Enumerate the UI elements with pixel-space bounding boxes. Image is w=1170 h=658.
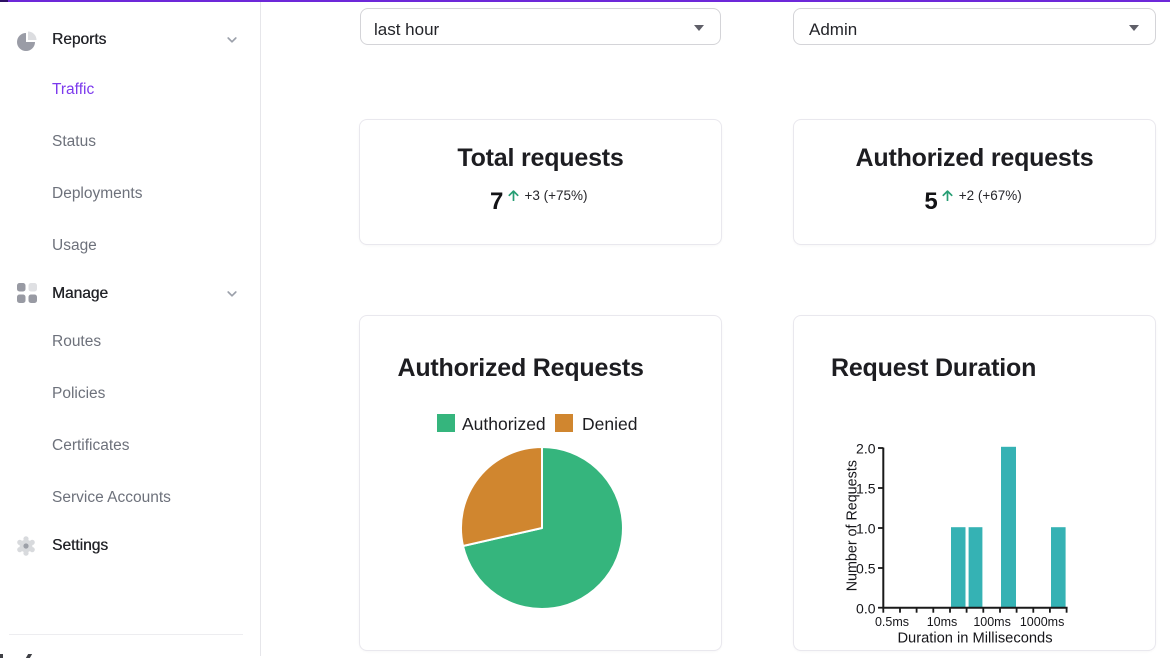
svg-text:Duration in Milliseconds: Duration in Milliseconds [897,631,1052,647]
svg-text:Number of Requests: Number of Requests [845,460,861,591]
svg-text:1.5: 1.5 [856,480,876,496]
svg-text:0.5: 0.5 [856,560,876,576]
svg-text:0.5ms: 0.5ms [875,615,909,629]
svg-text:1.0: 1.0 [856,520,876,536]
svg-text:10ms: 10ms [927,615,958,629]
svg-text:100ms: 100ms [973,615,1011,629]
svg-text:1000ms: 1000ms [1020,615,1064,629]
svg-text:2.0: 2.0 [856,440,876,456]
svg-text:0.0: 0.0 [856,600,876,616]
